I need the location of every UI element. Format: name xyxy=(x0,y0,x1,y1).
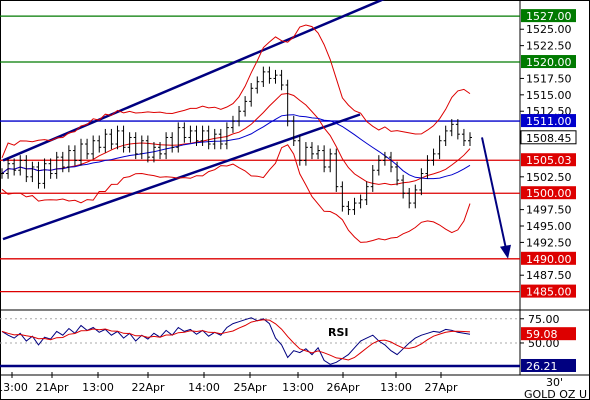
x-tick-label: 13:00 xyxy=(380,381,412,394)
level-label-box xyxy=(521,153,576,167)
x-tick-label: 21Apr xyxy=(35,381,69,394)
forecast-arrow-line xyxy=(481,137,507,250)
y-tick-label: 1522.50 xyxy=(526,40,572,53)
bollinger-upper xyxy=(1,24,471,158)
moving-average-line xyxy=(1,114,471,180)
rsi-line xyxy=(1,317,471,365)
current-price-box xyxy=(520,130,577,145)
bollinger-middle xyxy=(1,92,471,186)
level-label: 1490.00 xyxy=(526,253,572,266)
rsi-tick-label: 50.00 xyxy=(528,337,560,350)
rsi-signal-line xyxy=(1,319,471,361)
x-tick-label: 13:00 xyxy=(82,381,114,394)
y-tick-label: 1517.50 xyxy=(526,72,572,85)
y-tick-label: 1492.50 xyxy=(526,236,572,249)
level-label: 1485.00 xyxy=(526,286,572,299)
rsi-label: RSI xyxy=(328,326,349,339)
rsi-level-box xyxy=(521,358,576,372)
level-label-box xyxy=(521,114,576,128)
y-tick-label: 1495.00 xyxy=(526,220,572,233)
channel-upper-line xyxy=(2,0,385,162)
x-tick-label: 25Apr xyxy=(233,381,267,394)
y-tick-label: 1515.00 xyxy=(526,89,572,102)
level-label-box xyxy=(521,9,576,23)
instrument-label: GOLD OZ U xyxy=(524,388,587,400)
rsi-tick-label: 75.00 xyxy=(528,313,560,326)
level-label-box xyxy=(521,251,576,265)
rsi-level-box xyxy=(521,327,576,341)
y-tick-label: 1525.00 xyxy=(526,23,572,36)
x-tick-label: 26Apr xyxy=(326,381,360,394)
bollinger-lower xyxy=(1,144,471,243)
forecast-arrow-head xyxy=(500,244,511,259)
rsi-level-label: 26.21 xyxy=(526,360,558,373)
level-label: 1505.03 xyxy=(526,154,572,167)
x-tick-label: 27Apr xyxy=(424,381,458,394)
y-tick-label: 1502.50 xyxy=(526,171,572,184)
channel-lower-line xyxy=(2,113,361,241)
level-label-box xyxy=(521,284,576,298)
rsi-level-label: 59.08 xyxy=(526,328,558,341)
x-tick-label: 13:00 xyxy=(282,381,314,394)
x-tick-label: 13:00 xyxy=(0,381,28,394)
level-label: 1520.00 xyxy=(526,56,572,69)
level-label: 1511.00 xyxy=(526,115,572,128)
level-label-box xyxy=(521,186,576,200)
x-tick-label: 22Apr xyxy=(131,381,165,394)
x-tick-label: 14:00 xyxy=(188,381,220,394)
current-price-label: 1508.45 xyxy=(526,132,572,145)
level-label: 1527.00 xyxy=(526,10,572,23)
level-label: 1500.00 xyxy=(526,187,572,200)
level-label-box xyxy=(521,55,576,69)
y-tick-label: 1497.50 xyxy=(526,204,572,217)
y-tick-label: 1487.50 xyxy=(526,269,572,282)
timeframe-label: 30' xyxy=(546,376,563,389)
